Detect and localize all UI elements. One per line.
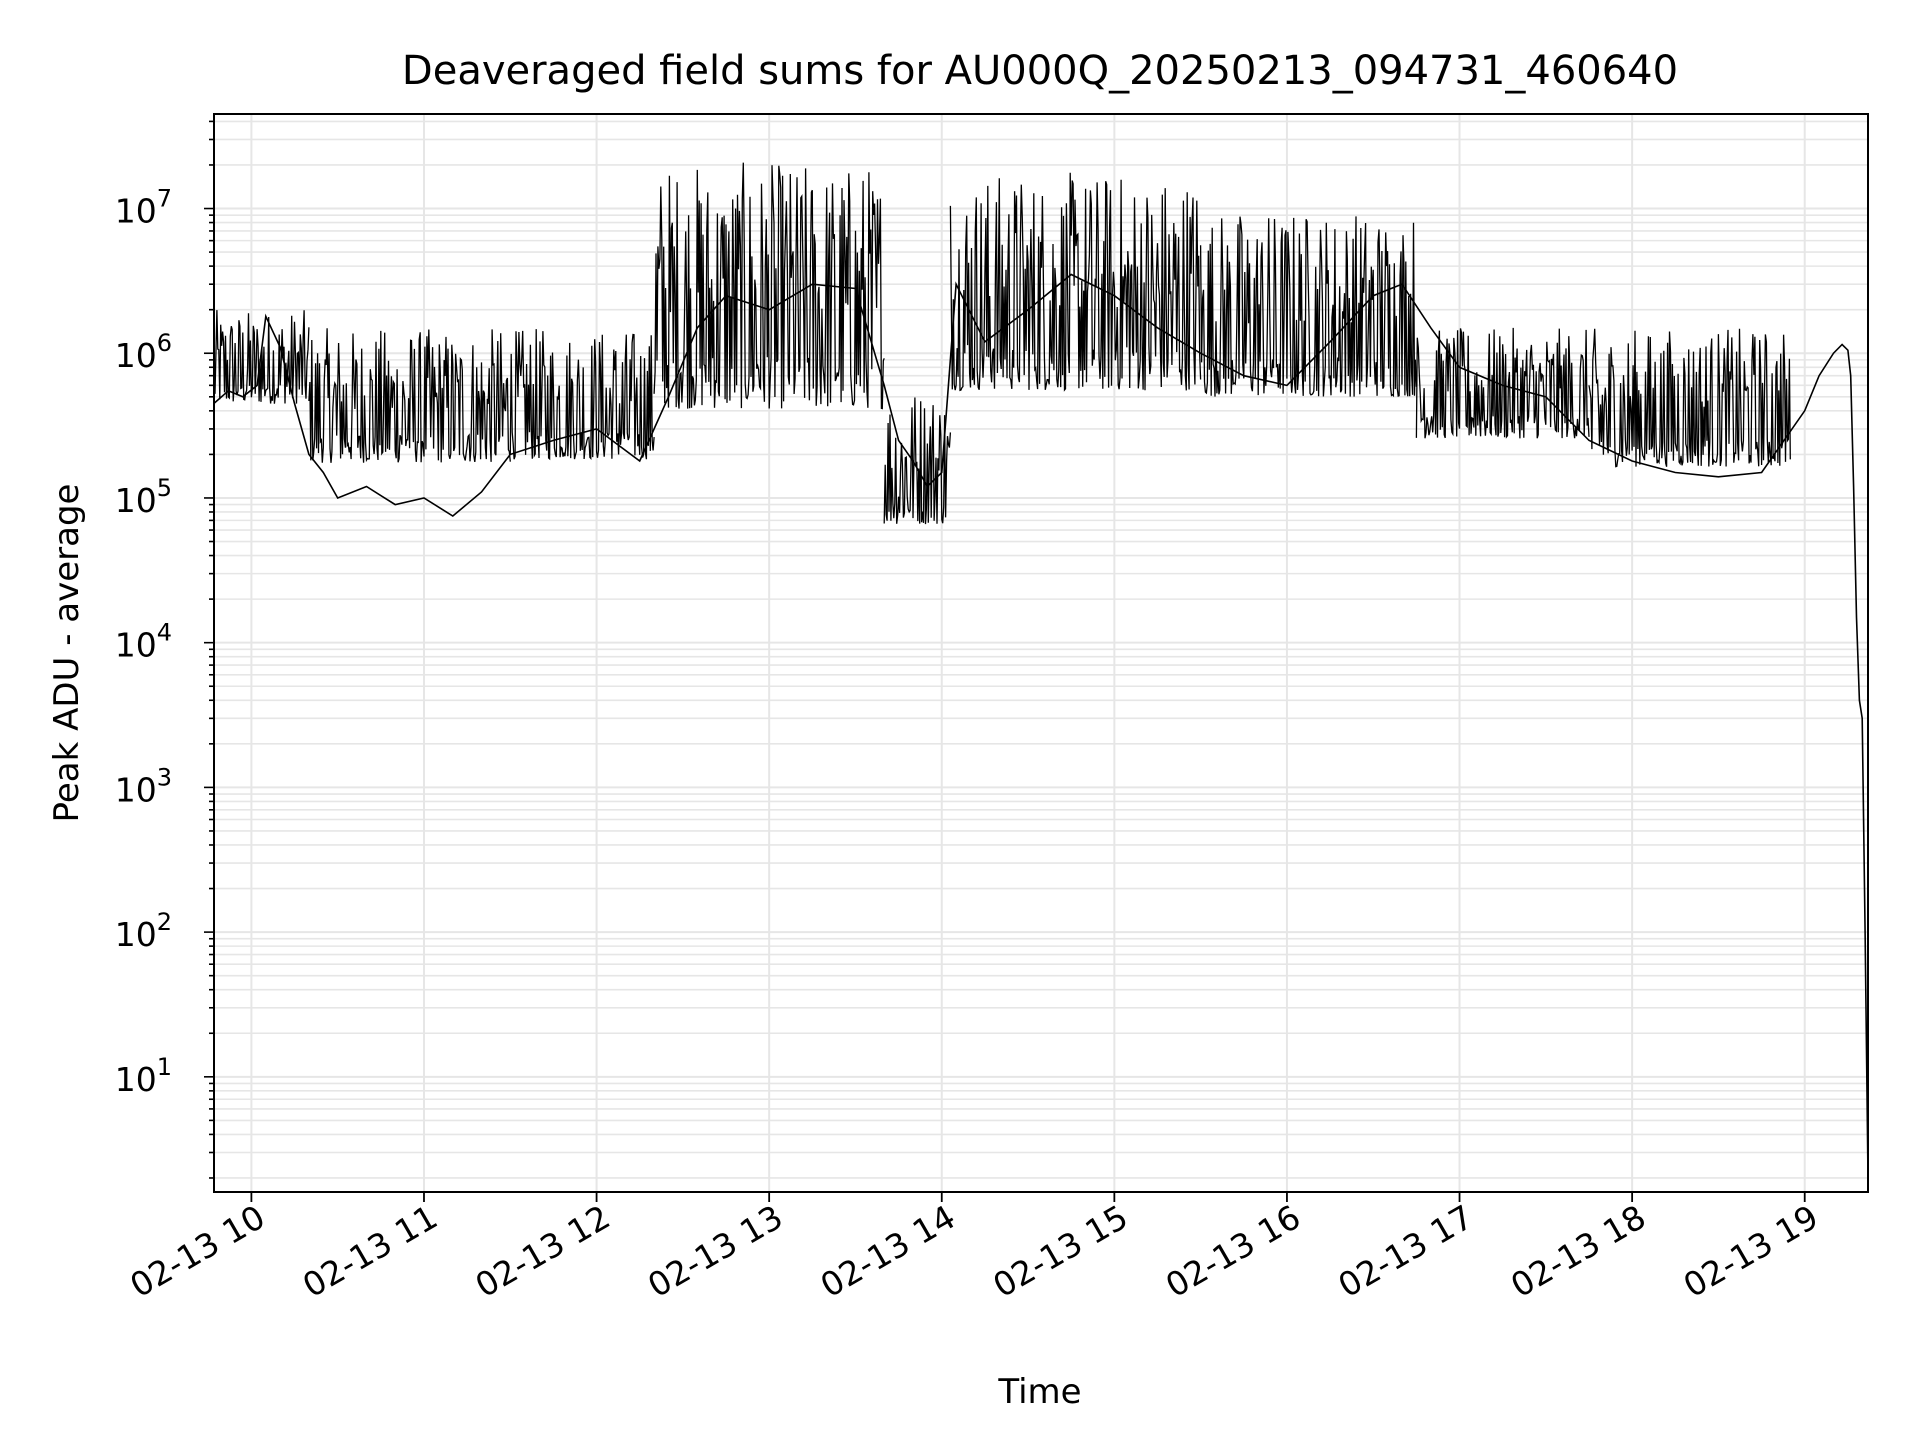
y-tick-label: 103 <box>115 763 172 809</box>
series-spikes <box>1199 216 1418 398</box>
series-spikes <box>949 172 1202 392</box>
y-tick-label: 104 <box>115 619 172 665</box>
series-spikes <box>653 162 885 410</box>
series-spikes <box>308 328 511 463</box>
series-spikes <box>883 397 952 525</box>
chart-title: Deaveraged field sums for AU000Q_2025021… <box>402 48 1678 94</box>
y-axis-label: Peak ADU - average <box>47 484 87 823</box>
y-tick-label: 105 <box>115 474 172 520</box>
data-layer <box>213 162 1869 1179</box>
y-tick-label: 106 <box>115 329 172 375</box>
series-spikes <box>1588 328 1791 468</box>
plot-frame <box>213 113 1869 1193</box>
y-tick-label: 102 <box>115 908 172 954</box>
grid-layer <box>214 114 1868 1192</box>
series-spikes <box>509 329 655 461</box>
y-tick-label: 101 <box>115 1053 172 1099</box>
series-line <box>213 273 1869 1179</box>
y-tick-label: 107 <box>115 185 172 231</box>
series-spikes <box>1415 327 1590 439</box>
series-spikes <box>213 310 310 404</box>
x-axis-label: Time <box>997 1372 1081 1412</box>
